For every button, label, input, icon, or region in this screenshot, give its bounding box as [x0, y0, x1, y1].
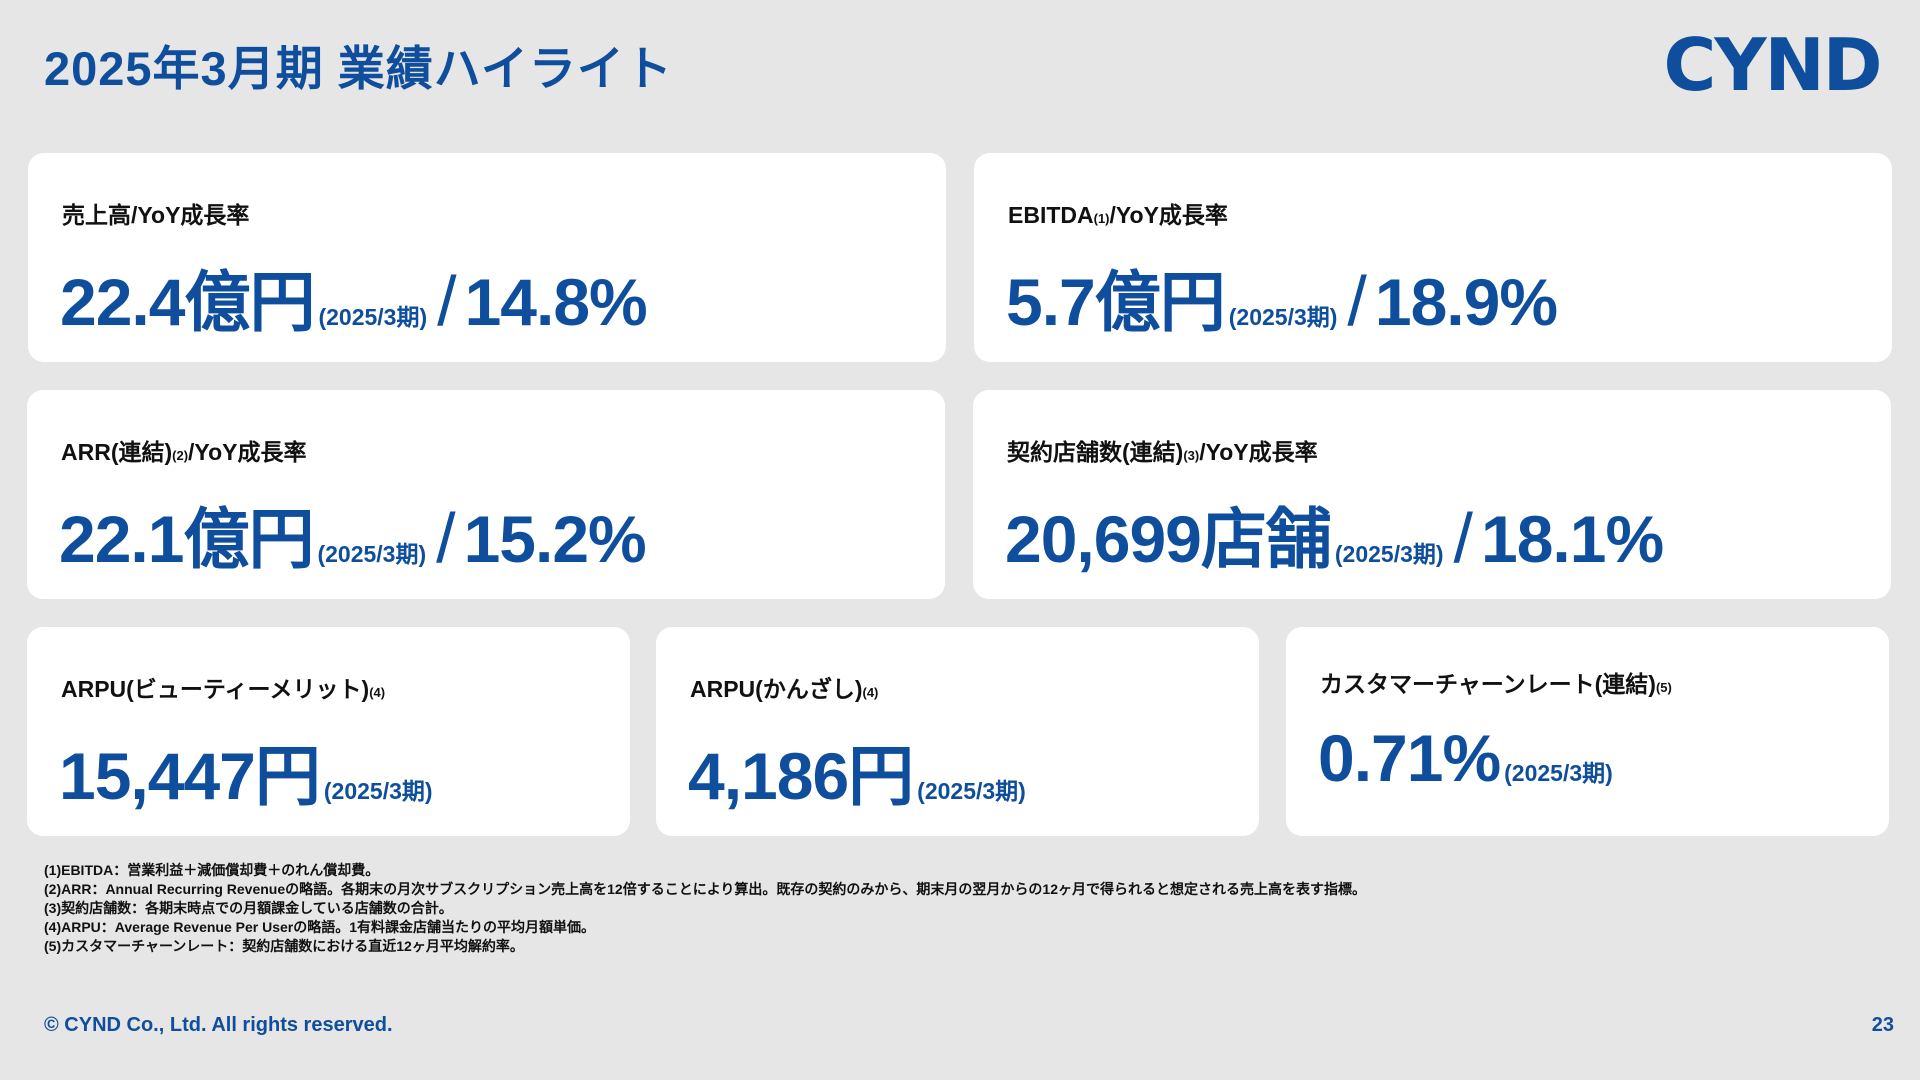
- footnote: (2)ARR：Annual Recurring Revenueの略語。各期末の月…: [44, 881, 1367, 897]
- slash-separator: /: [436, 499, 456, 577]
- footnote: (4)ARPU：Average Revenue Per Userの略語。1有料課…: [44, 919, 596, 935]
- card-store-count: 契約店舗数(連結)(3)/YoY成長率 20,699店舗 (2025/3期) /…: [973, 390, 1891, 599]
- svg-text:CYND: CYND: [1664, 30, 1881, 96]
- footnote-ref: (5): [1655, 680, 1672, 695]
- growth-value: 18.9%: [1374, 265, 1558, 339]
- period-label: (2025/3期): [1334, 541, 1444, 567]
- page-number: 23: [1871, 1014, 1894, 1036]
- card-churn-rate: カスタマーチャーンレート(連結)(5) 0.71% (2025/3期): [1286, 627, 1889, 836]
- footnote: (5)カスタマーチャーンレート：契約店舗数における直近12ヶ月平均解約率。: [44, 938, 524, 954]
- card-ebitda: EBITDA(1)/YoY成長率 5.7億円 (2025/3期) / 18.9%: [974, 153, 1892, 362]
- growth-value: 14.8%: [464, 265, 648, 339]
- period-label: (2025/3期): [917, 778, 1026, 804]
- growth-value: 18.1%: [1481, 502, 1664, 576]
- card-label: カスタマーチャーンレート(連結)(5): [1320, 671, 1672, 697]
- card-arr: ARR(連結)(2)/YoY成長率 22.1億円 (2025/3期) / 15.…: [27, 390, 945, 599]
- card-value-row: 5.7億円 (2025/3期) / 18.9%: [1006, 249, 1558, 340]
- card-arpu-kanzashi: ARPU(かんざし)(4) 4,186円 (2025/3期): [656, 627, 1259, 836]
- footnote-ref: (3): [1183, 448, 1200, 463]
- period-label: (2025/3期): [318, 304, 428, 330]
- card-value-row: 4,186円 (2025/3期): [688, 723, 1026, 813]
- metric-value: 4,186円: [688, 739, 914, 813]
- page-title: 2025年3月期 業績ハイライト: [44, 42, 673, 95]
- card-value-row: 22.4億円 (2025/3期) / 14.8%: [60, 249, 648, 340]
- footnote: (3)契約店舗数：各期末時点での月額課金している店舗数の合計。: [44, 900, 453, 916]
- metric-value: 5.7億円: [1006, 265, 1226, 339]
- period-label: (2025/3期): [1504, 760, 1613, 786]
- footnote-ref: (4): [862, 685, 879, 700]
- cynd-logo: CYND: [1664, 30, 1883, 96]
- metric-value: 15,447円: [59, 739, 321, 813]
- metric-value: 22.1億円: [59, 502, 314, 576]
- footnote-ref: (2): [172, 448, 189, 463]
- footnote: (1)EBITDA：営業利益＋減価償却費＋のれん償却費。: [44, 862, 380, 878]
- metric-value: 0.71%: [1318, 721, 1501, 795]
- card-label: 売上高/YoY成長率: [62, 202, 250, 228]
- card-value-row: 22.1億円 (2025/3期) / 15.2%: [59, 486, 647, 577]
- card-label: 契約店舗数(連結)(3)/YoY成長率: [1007, 439, 1318, 465]
- card-label: ARPU(ビューティーメリット)(4): [61, 676, 386, 702]
- footnotes: (1)EBITDA：営業利益＋減価償却費＋のれん償却費。 (2)ARR：Annu…: [44, 861, 1366, 956]
- card-value-row: 0.71% (2025/3期): [1318, 720, 1613, 800]
- footnote-ref: (1): [1093, 211, 1110, 226]
- card-label: ARR(連結)(2)/YoY成長率: [61, 439, 307, 465]
- footnote-ref: (4): [369, 685, 386, 700]
- slash-separator: /: [1453, 499, 1473, 577]
- card-value-row: 20,699店舗 (2025/3期) / 18.1%: [1005, 486, 1664, 577]
- metric-value: 20,699店舗: [1005, 502, 1332, 576]
- slash-separator: /: [437, 262, 457, 340]
- card-label: ARPU(かんざし)(4): [690, 676, 879, 702]
- period-label: (2025/3期): [323, 778, 433, 804]
- metric-value: 22.4億円: [60, 265, 315, 339]
- period-label: (2025/3期): [317, 541, 427, 567]
- card-arpu-beautymerit: ARPU(ビューティーメリット)(4) 15,447円 (2025/3期): [27, 627, 630, 836]
- slash-separator: /: [1347, 262, 1367, 340]
- card-value-row: 15,447円 (2025/3期): [59, 723, 433, 813]
- copyright: © CYND Co., Ltd. All rights reserved.: [44, 1014, 393, 1036]
- card-label: EBITDA(1)/YoY成長率: [1008, 202, 1228, 228]
- period-label: (2025/3期): [1228, 304, 1338, 330]
- card-revenue: 売上高/YoY成長率 22.4億円 (2025/3期) / 14.8%: [28, 153, 946, 362]
- growth-value: 15.2%: [463, 502, 647, 576]
